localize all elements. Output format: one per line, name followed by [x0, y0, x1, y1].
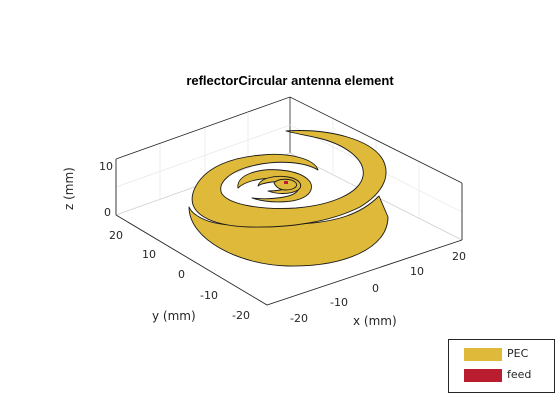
feed-swatch [464, 369, 502, 382]
y-tick-10: 10 [142, 248, 156, 261]
z-tick-10: 10 [99, 160, 113, 173]
figure-title: reflectorCircular antenna element [186, 73, 394, 88]
back-top-edge [115, 96, 463, 184]
x-tick-0: 0 [372, 282, 379, 295]
x-tick-neg10: -10 [330, 296, 348, 309]
pec-swatch [464, 348, 502, 361]
antenna-geometry [188, 130, 389, 267]
spiral-arm [191, 130, 387, 228]
x-axis-label: x (mm) [353, 314, 397, 328]
legend-label-pec: PEC [507, 347, 529, 360]
legend[interactable]: PEC feed [448, 339, 555, 393]
z-tick-0: 0 [104, 206, 111, 219]
y-axis-label: y (mm) [152, 309, 196, 323]
y-tick-neg10: -10 [200, 289, 218, 302]
y-tick-0: 0 [178, 268, 185, 281]
x-tick-20: 20 [452, 250, 466, 263]
legend-label-feed: feed [507, 368, 532, 381]
legend-item-pec[interactable]: PEC [449, 345, 554, 365]
grid-lines [115, 112, 463, 218]
axes-box-front [115, 159, 463, 306]
spiral-center [273, 178, 298, 191]
y-tick-neg20: -20 [232, 309, 250, 322]
z-axis-label: z (mm) [62, 167, 76, 210]
x-tick-neg20: -20 [290, 312, 308, 325]
x-tick-10: 10 [410, 265, 424, 278]
legend-item-feed[interactable]: feed [449, 366, 554, 386]
front-bottom-edge [115, 214, 463, 306]
feed-point [284, 181, 288, 184]
y-tick-20: 20 [109, 229, 123, 242]
